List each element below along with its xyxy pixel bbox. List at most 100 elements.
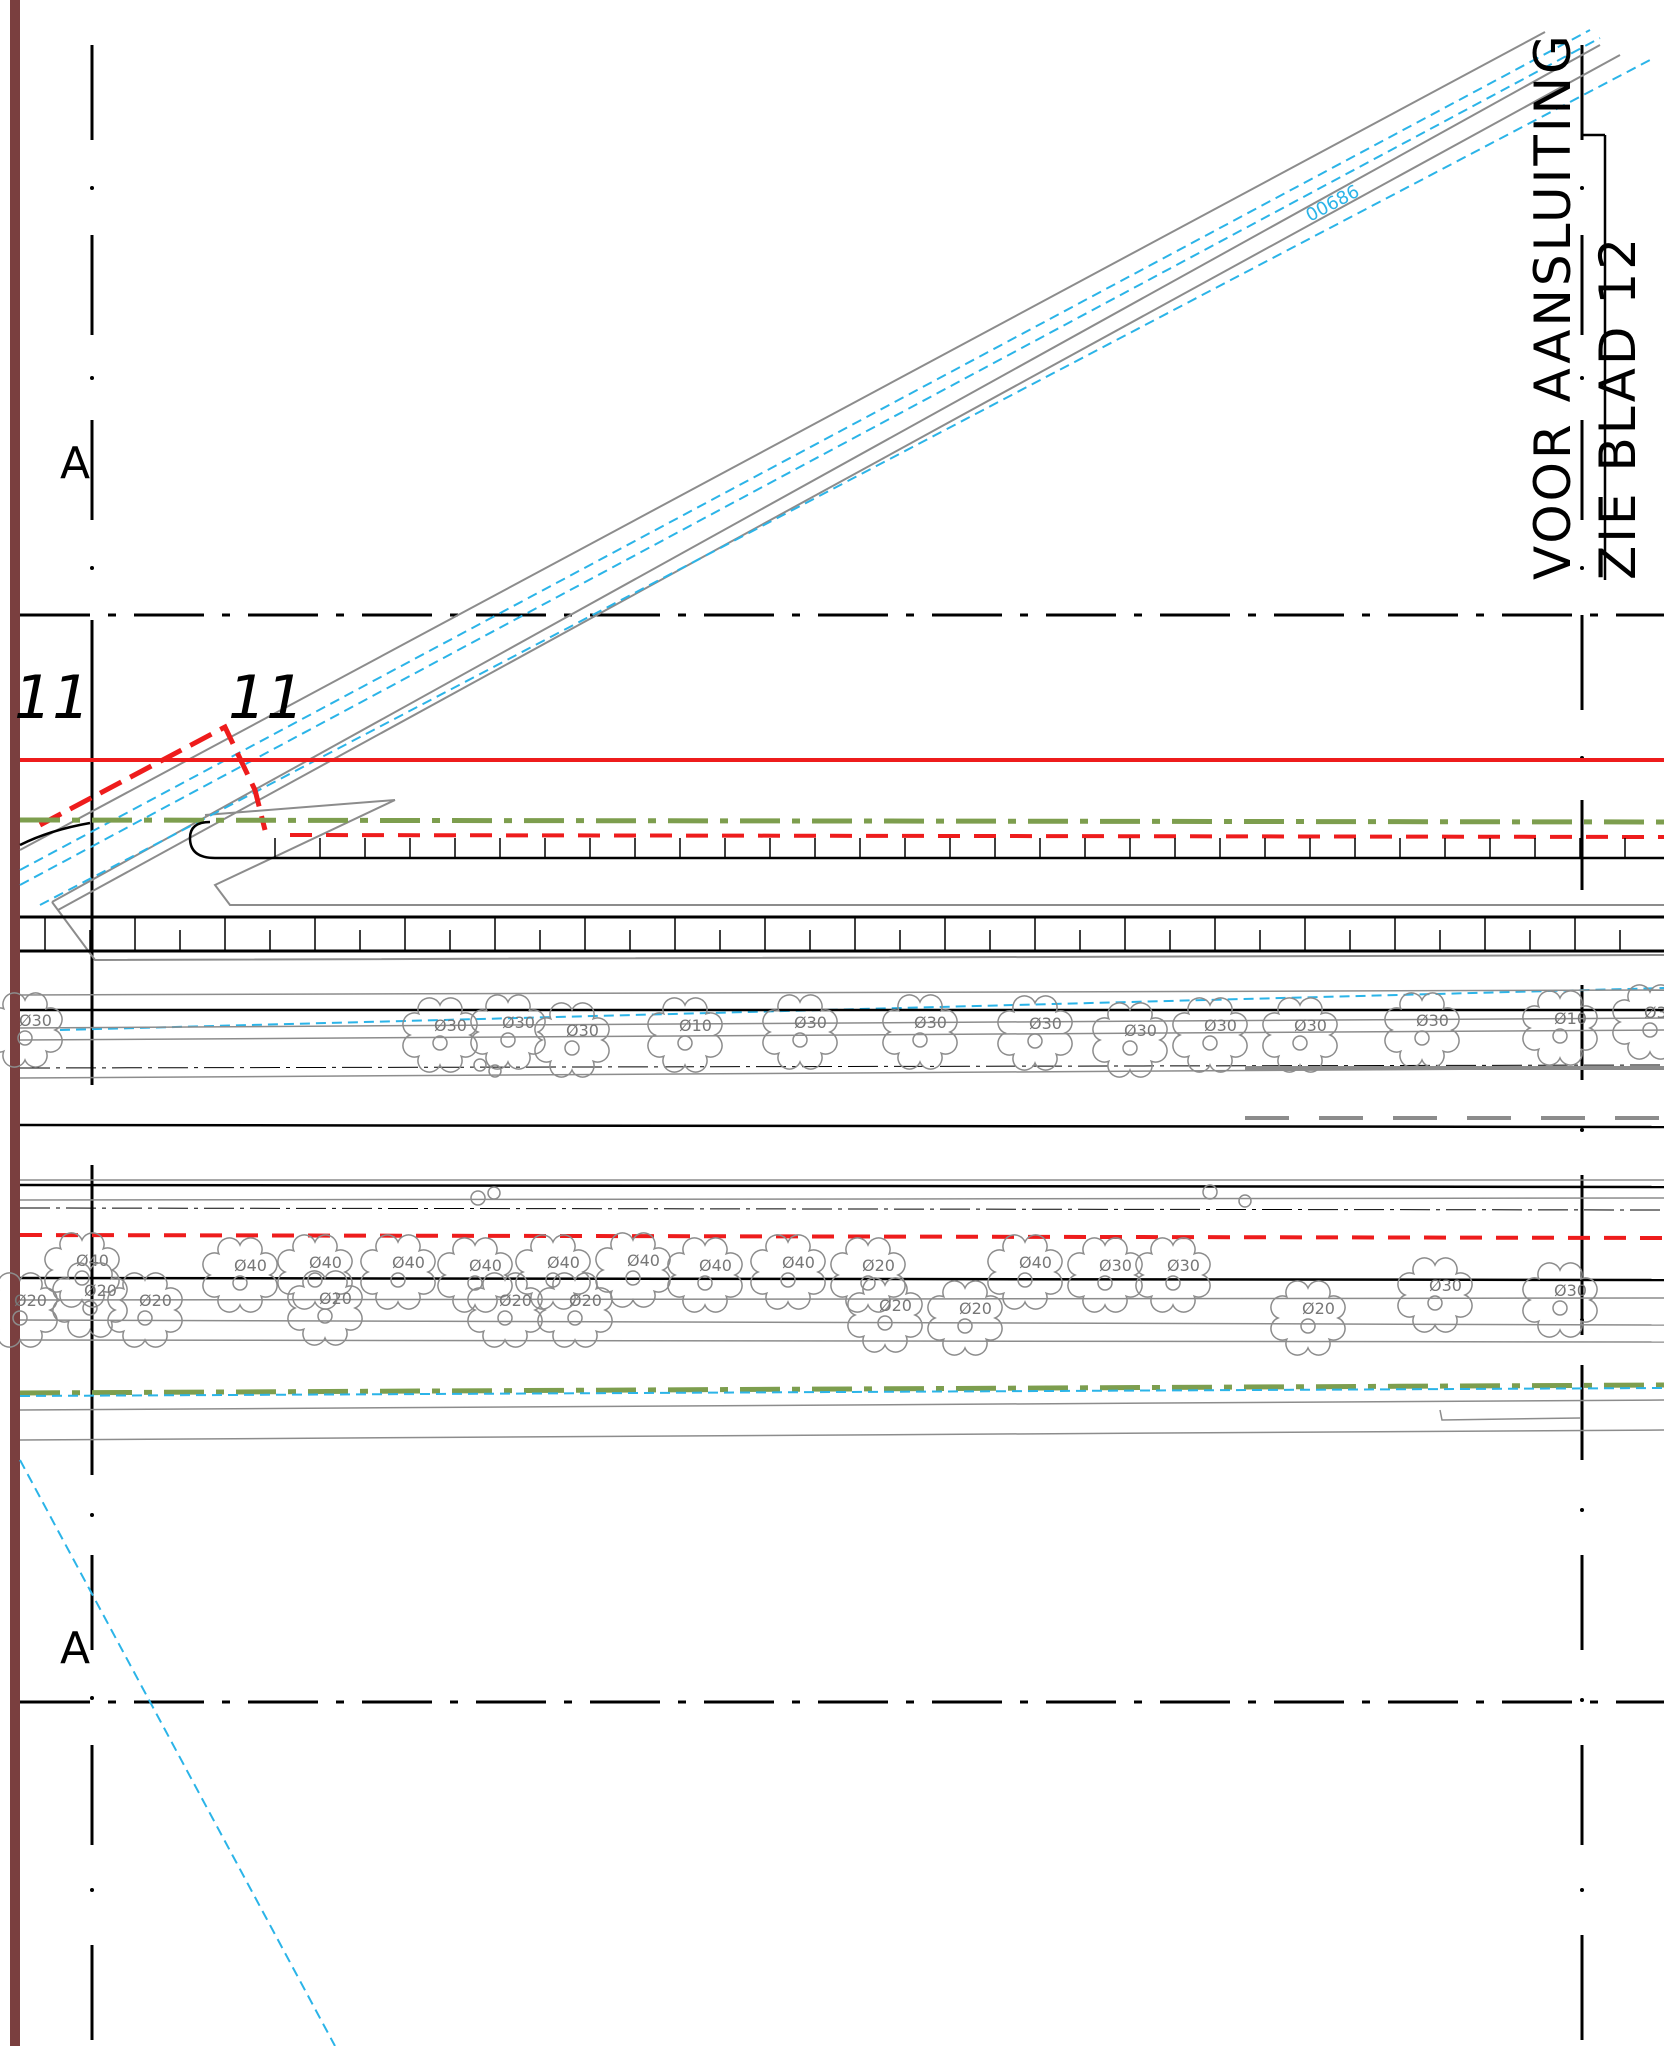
- tree-diameter-label: Ø20: [879, 1296, 912, 1315]
- tree-symbol: Ø20: [1270, 1280, 1346, 1356]
- tree-trunk: [307, 1272, 323, 1288]
- tree-diameter-label: Ø20: [1302, 1299, 1335, 1318]
- tree-crown: [277, 1234, 353, 1310]
- tree-symbol: Ø30: [402, 997, 478, 1073]
- tree-diameter-label: Ø40: [392, 1253, 425, 1272]
- tree-crown: [647, 997, 723, 1073]
- tree-diameter-label: Ø30: [1029, 1014, 1062, 1033]
- tree-trunk: [1300, 1318, 1316, 1334]
- tree-trunk: [317, 1308, 333, 1324]
- tree-crown: [515, 1234, 591, 1310]
- tree-symbol: Ø20: [830, 1237, 906, 1313]
- tree-symbol: Ø30: [1262, 997, 1338, 1073]
- tree-symbol: Ø10: [1522, 990, 1598, 1066]
- tree-trunk: [82, 1300, 98, 1316]
- tree-trunk: [1097, 1275, 1113, 1291]
- tree-diameter-label: Ø10: [1554, 1009, 1587, 1028]
- tree-crown: [107, 1272, 183, 1348]
- tree-trunk: [780, 1272, 796, 1288]
- tree-trunk: [17, 1030, 33, 1046]
- tree-diameter-label: Ø20: [319, 1289, 352, 1308]
- tree-symbol: Ø10: [647, 997, 723, 1073]
- tree-diameter-label: Ø20: [862, 1256, 895, 1275]
- kerb-upper: [19, 820, 1664, 860]
- tree-crown: [750, 1234, 826, 1310]
- tree-diameter-label: Ø30: [434, 1016, 467, 1035]
- tree-diameter-label: Ø30: [1429, 1276, 1462, 1295]
- section-label-top: A: [60, 438, 90, 489]
- sheet-frame-left: [10, 0, 20, 2046]
- match-line-left-dots: [90, 186, 94, 1892]
- section-label-bottom: A: [60, 1623, 90, 1674]
- red-dashed-line-lower: [19, 1233, 1664, 1240]
- tree-trunk: [567, 1310, 583, 1326]
- tree-symbol: Ø40: [987, 1234, 1063, 1310]
- tree-crown: [360, 1234, 436, 1310]
- tree-symbol: Ø40: [360, 1234, 436, 1310]
- tree-crown: [1092, 1002, 1168, 1078]
- tree-trunk: [232, 1275, 248, 1291]
- tree-diameter-label: Ø40: [627, 1251, 660, 1270]
- tree-symbol: Ø20: [0, 1272, 58, 1348]
- terrain-contours: [19, 989, 1664, 1441]
- tree-diameter-label: Ø10: [679, 1016, 712, 1035]
- tree-crown: [0, 992, 63, 1068]
- tree-crown: [470, 994, 546, 1070]
- tree-crown: [1397, 1257, 1473, 1333]
- tree-crown: [1384, 992, 1460, 1068]
- tree-trunk: [792, 1032, 808, 1048]
- tree-diameter-label: Ø30: [19, 1011, 52, 1030]
- tree-crown: [0, 1272, 58, 1348]
- kerb-upper-ticks: [274, 838, 1626, 858]
- tree-diameter-label: Ø40: [782, 1253, 815, 1272]
- tree-trunk: [625, 1270, 641, 1286]
- tree-symbol: Ø30: [1384, 992, 1460, 1068]
- tree-symbol: Ø20: [287, 1270, 363, 1346]
- tree-crown: [762, 994, 838, 1070]
- tree-trunk: [390, 1272, 406, 1288]
- tree-trunk: [1414, 1030, 1430, 1046]
- main-road-lines: [19, 1008, 1664, 1282]
- tree-symbol: Ø30: [762, 994, 838, 1070]
- tree-trunk: [74, 1270, 90, 1286]
- tree-symbol: Ø30: [882, 994, 958, 1070]
- tree-diameter-label: Ø20: [499, 1291, 532, 1310]
- tree-trunk: [1122, 1040, 1138, 1056]
- tree-diameter-label: Ø30: [1644, 1003, 1664, 1022]
- tree-diameter-label: Ø40: [1019, 1253, 1052, 1272]
- tree-diameter-label: Ø30: [794, 1013, 827, 1032]
- tree-diameter-label: Ø30: [1124, 1021, 1157, 1040]
- tree-trunk: [677, 1035, 693, 1051]
- tree-symbol: Ø20: [107, 1272, 183, 1348]
- tree-diameter-label: Ø30: [1204, 1016, 1237, 1035]
- tree-diameter-label: Ø30: [914, 1013, 947, 1032]
- tree-symbol: Ø40: [667, 1237, 743, 1313]
- tree-crown: [987, 1234, 1063, 1310]
- tree-trunk: [1292, 1035, 1308, 1051]
- tree-trunk: [12, 1310, 28, 1326]
- tree-crown: [882, 994, 958, 1070]
- tree-crown: [202, 1237, 278, 1313]
- tree-symbol: Ø30: [0, 992, 63, 1068]
- tree-crown: [1135, 1237, 1211, 1313]
- tree-diameter-label: Ø20: [139, 1291, 172, 1310]
- tree-symbol: Ø30: [1522, 1262, 1598, 1338]
- tree-diameter-label: Ø40: [469, 1256, 502, 1275]
- tree-trunk: [697, 1275, 713, 1291]
- tree-crown: [402, 997, 478, 1073]
- tree-diameter-label: Ø40: [234, 1256, 267, 1275]
- tree-trunk: [1427, 1295, 1443, 1311]
- tree-crown: [1270, 1280, 1346, 1356]
- tree-symbol: Ø40: [277, 1234, 353, 1310]
- tree-symbol: Ø30: [470, 994, 546, 1070]
- tree-crown: [44, 1232, 120, 1308]
- note-line-1: VOOR AANSLUITING: [1524, 32, 1582, 580]
- tree-crown: [997, 995, 1073, 1071]
- cyan-line-lower: [19, 1387, 1664, 1397]
- tree-crown: [667, 1237, 743, 1313]
- red-dashed-line-upper: [289, 833, 1664, 839]
- tree-crown: [1522, 990, 1598, 1066]
- tree-diameter-label: Ø30: [1167, 1256, 1200, 1275]
- tree-trunk: [432, 1035, 448, 1051]
